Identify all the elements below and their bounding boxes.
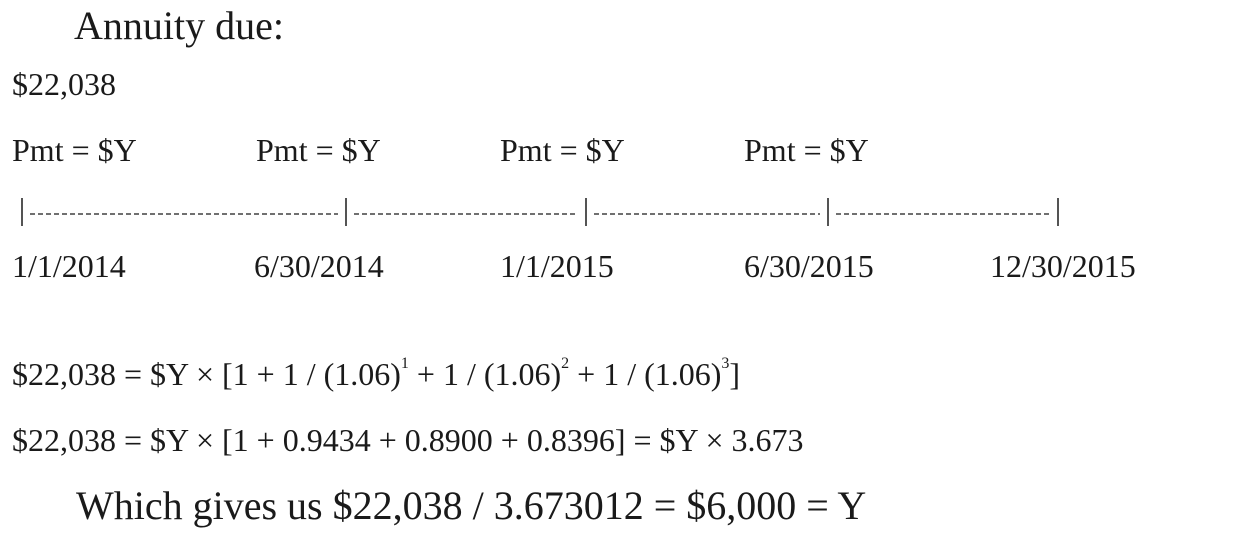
- date-label-3: 1/1/2015: [500, 248, 614, 284]
- equation-1-mid-2: + 1 / (1.06): [569, 356, 722, 392]
- date-label-5: 12/30/2015: [990, 248, 1136, 284]
- exponent-2: 2: [561, 355, 570, 372]
- payment-label-2: Pmt = $Y: [256, 132, 381, 168]
- date-label-4: 6/30/2015: [744, 248, 874, 284]
- equation-1-end: ]: [729, 356, 741, 392]
- heading: Annuity due:: [74, 3, 284, 48]
- equation-line-1: $22,038 = $Y × [1 + 1 / (1.06)1 + 1 / (1…: [12, 355, 741, 392]
- present-value: $22,038: [12, 66, 116, 102]
- payment-label-1: Pmt = $Y: [12, 132, 137, 168]
- payment-label-3: Pmt = $Y: [500, 132, 625, 168]
- timeline: [14, 194, 1074, 230]
- date-label-2: 6/30/2014: [254, 248, 384, 284]
- exponent-3: 3: [721, 355, 730, 372]
- equation-1-mid-1: + 1 / (1.06): [408, 356, 562, 392]
- date-label-1: 1/1/2014: [12, 248, 126, 284]
- timeline-graphic: [21, 198, 1059, 226]
- equation-line-2: $22,038 = $Y × [1 + 0.9434 + 0.8900 + 0.…: [12, 422, 804, 458]
- equation-1-start: $22,038 = $Y × [1 + 1 / (1.06): [12, 356, 401, 392]
- conclusion: Which gives us $22,038 / 3.673012 = $6,0…: [76, 483, 867, 528]
- exponent-1: 1: [400, 355, 409, 372]
- payment-label-4: Pmt = $Y: [744, 132, 869, 168]
